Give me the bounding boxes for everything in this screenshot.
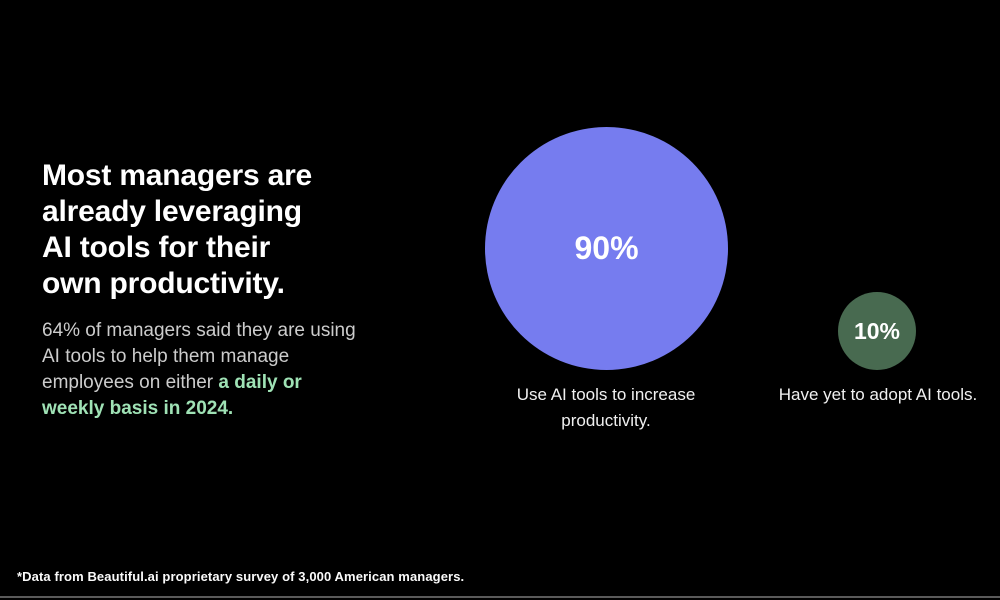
subtitle-line-1: 64% of managers said they are using <box>42 320 356 341</box>
slide-title: Most managers are already leveraging AI … <box>42 159 313 300</box>
subtitle-line-3: employees on either <box>42 372 219 393</box>
data-source-footnote: *Data from Beautiful.ai proprietary surv… <box>17 569 465 584</box>
slide-subtitle: 64% of managers said they are using AI to… <box>42 318 356 422</box>
bottom-divider <box>0 596 1000 598</box>
subtitle-highlight-daily: a daily or <box>218 372 302 393</box>
bubble-90-percent: 90% <box>485 127 728 370</box>
subtitle-line-2: AI tools to help them manage <box>42 346 290 367</box>
bubble-90-caption: Use AI tools to increase productivity. <box>516 385 696 430</box>
bubble-10-caption: Have yet to adopt AI tools. <box>778 385 978 404</box>
bubble-90-value-label: 90% <box>574 230 639 266</box>
subtitle-highlight-2024: weekly basis in 2024. <box>42 398 234 419</box>
bubble-10-value-label: 10% <box>853 317 901 344</box>
bubble-10-percent: 10% <box>838 292 916 370</box>
